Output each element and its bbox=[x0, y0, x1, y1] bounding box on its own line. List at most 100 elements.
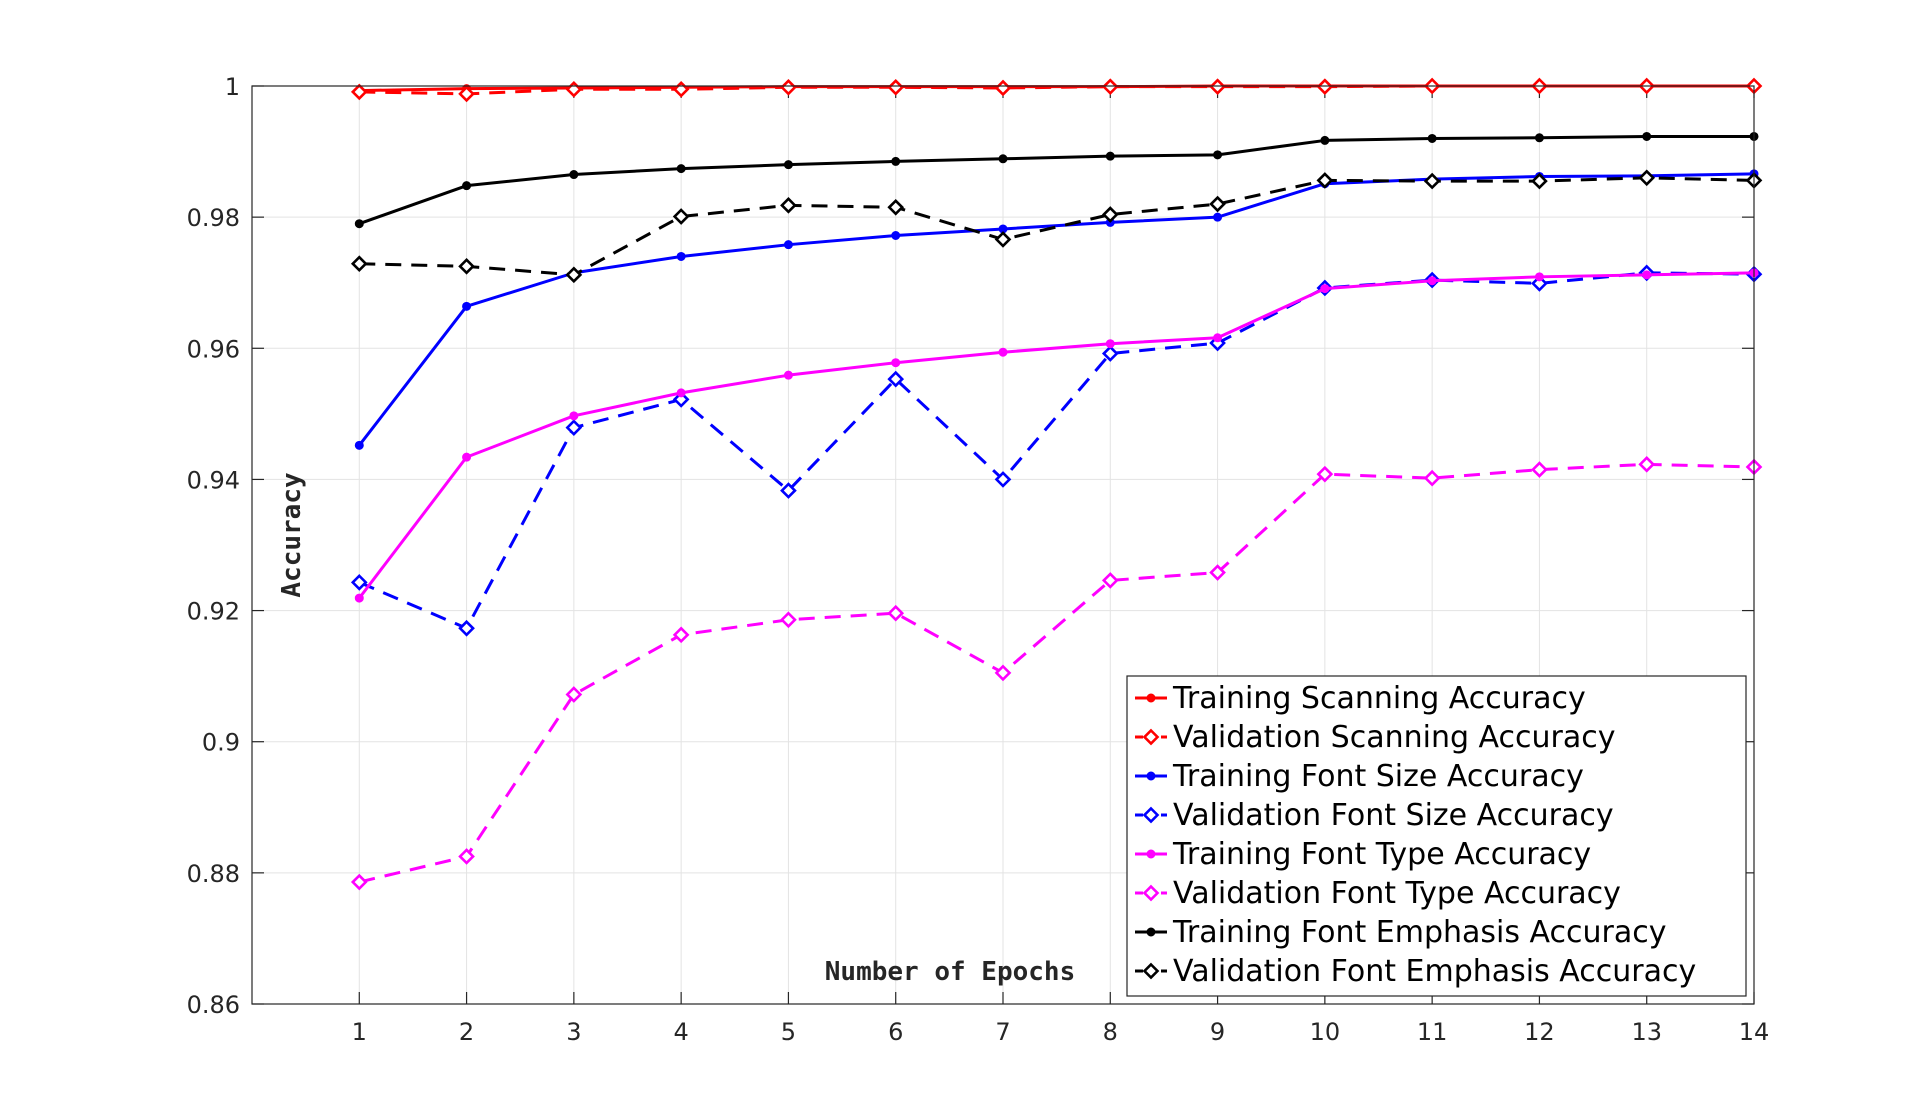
series-8 bbox=[350, 169, 1763, 284]
data-point bbox=[783, 370, 793, 380]
data-point bbox=[672, 626, 690, 644]
series-5 bbox=[354, 268, 1759, 603]
data-point bbox=[780, 611, 797, 629]
y-tick-label: 0.94 bbox=[187, 466, 240, 494]
y-tick-label: 0.9 bbox=[202, 729, 240, 757]
data-point bbox=[1101, 206, 1119, 223]
data-point bbox=[350, 574, 368, 591]
legend-swatch-marker bbox=[1142, 806, 1160, 824]
x-tick-label: 12 bbox=[1524, 1018, 1555, 1046]
x-tick-label: 8 bbox=[1103, 1018, 1118, 1046]
data-point bbox=[354, 593, 364, 603]
x-tick-label: 1 bbox=[352, 1018, 367, 1046]
data-point bbox=[1101, 78, 1119, 95]
data-point bbox=[1534, 133, 1544, 143]
data-point bbox=[1423, 469, 1441, 487]
data-point bbox=[1531, 461, 1548, 478]
data-point bbox=[1320, 284, 1330, 294]
data-point bbox=[891, 358, 901, 368]
data-point bbox=[780, 78, 797, 96]
data-point bbox=[887, 604, 905, 622]
x-tick-label: 7 bbox=[995, 1018, 1010, 1046]
legend-item: Training Font Size Accuracy bbox=[1135, 759, 1584, 794]
data-point bbox=[1638, 169, 1656, 187]
data-point bbox=[1209, 78, 1226, 95]
data-point bbox=[354, 440, 364, 450]
data-point bbox=[994, 471, 1012, 488]
data-point bbox=[1316, 172, 1334, 189]
legend-item: Validation Font Emphasis Accuracy bbox=[1135, 954, 1696, 989]
plot-frame bbox=[251, 85, 1755, 1005]
data-point bbox=[565, 686, 583, 703]
data-point bbox=[998, 347, 1008, 357]
series-line bbox=[359, 176, 1755, 277]
data-point bbox=[569, 170, 579, 180]
data-point bbox=[1105, 151, 1115, 161]
data-point bbox=[1209, 564, 1226, 581]
legend-label: Training Font Size Accuracy bbox=[1172, 759, 1584, 794]
y-tick-label: 0.86 bbox=[187, 991, 240, 1019]
data-point bbox=[565, 266, 583, 284]
data-point bbox=[565, 419, 583, 436]
y-axis-label: Accuracy bbox=[277, 472, 307, 597]
data-point bbox=[891, 231, 901, 241]
data-point bbox=[1642, 270, 1652, 280]
legend-swatch-marker bbox=[1146, 849, 1156, 859]
legend-swatch-marker bbox=[1146, 693, 1156, 703]
legend-label: Validation Scanning Accuracy bbox=[1173, 720, 1616, 755]
data-point bbox=[672, 391, 690, 408]
data-point bbox=[1320, 135, 1330, 145]
data-point bbox=[1423, 172, 1441, 190]
data-point bbox=[1534, 272, 1544, 282]
data-point bbox=[354, 219, 364, 229]
data-point bbox=[1427, 276, 1437, 286]
legend-swatch-marker bbox=[1142, 728, 1160, 746]
data-point bbox=[1531, 275, 1548, 292]
data-point bbox=[887, 198, 905, 216]
data-point bbox=[672, 208, 690, 225]
data-point bbox=[1316, 78, 1334, 95]
data-point bbox=[458, 619, 475, 637]
x-tick-label: 10 bbox=[1310, 1018, 1341, 1046]
data-point bbox=[1642, 131, 1652, 141]
data-point bbox=[458, 85, 475, 103]
data-point bbox=[458, 257, 475, 275]
legend: Training Scanning Accuracy Validation Sca… bbox=[1126, 675, 1747, 997]
data-point bbox=[1531, 172, 1548, 190]
series-7 bbox=[354, 131, 1759, 229]
data-point bbox=[462, 301, 472, 311]
data-point bbox=[783, 240, 793, 250]
x-tick-label: 11 bbox=[1417, 1018, 1448, 1046]
data-point bbox=[887, 78, 905, 96]
data-point bbox=[676, 388, 686, 398]
x-tick-label: 14 bbox=[1739, 1018, 1770, 1046]
data-point bbox=[569, 411, 579, 421]
legend-swatch-marker bbox=[1146, 927, 1156, 937]
legend-label: Validation Font Size Accuracy bbox=[1173, 798, 1614, 833]
data-point bbox=[462, 452, 472, 462]
data-point bbox=[350, 83, 368, 101]
data-point bbox=[1213, 212, 1223, 222]
data-point bbox=[1209, 195, 1226, 213]
data-point bbox=[994, 231, 1012, 248]
legend-label: Validation Font Type Accuracy bbox=[1173, 876, 1621, 911]
data-point bbox=[998, 154, 1008, 164]
legend-label: Validation Font Emphasis Accuracy bbox=[1173, 954, 1696, 989]
series-line bbox=[358, 462, 1755, 884]
legend-swatch-marker bbox=[1142, 962, 1160, 980]
data-point bbox=[676, 251, 686, 261]
series-line bbox=[358, 271, 1755, 630]
x-tick-label: 13 bbox=[1631, 1018, 1662, 1046]
data-point bbox=[783, 160, 793, 170]
data-point bbox=[1213, 150, 1223, 160]
data-point bbox=[1427, 133, 1437, 143]
data-point bbox=[994, 664, 1012, 682]
legend-box bbox=[1126, 675, 1747, 997]
x-tick-label: 4 bbox=[674, 1018, 689, 1046]
x-tick-label: 2 bbox=[459, 1018, 474, 1046]
data-point bbox=[1638, 456, 1656, 473]
data-point bbox=[350, 255, 368, 273]
y-tick-label: 1 bbox=[225, 73, 240, 101]
x-tick-label: 6 bbox=[888, 1018, 903, 1046]
